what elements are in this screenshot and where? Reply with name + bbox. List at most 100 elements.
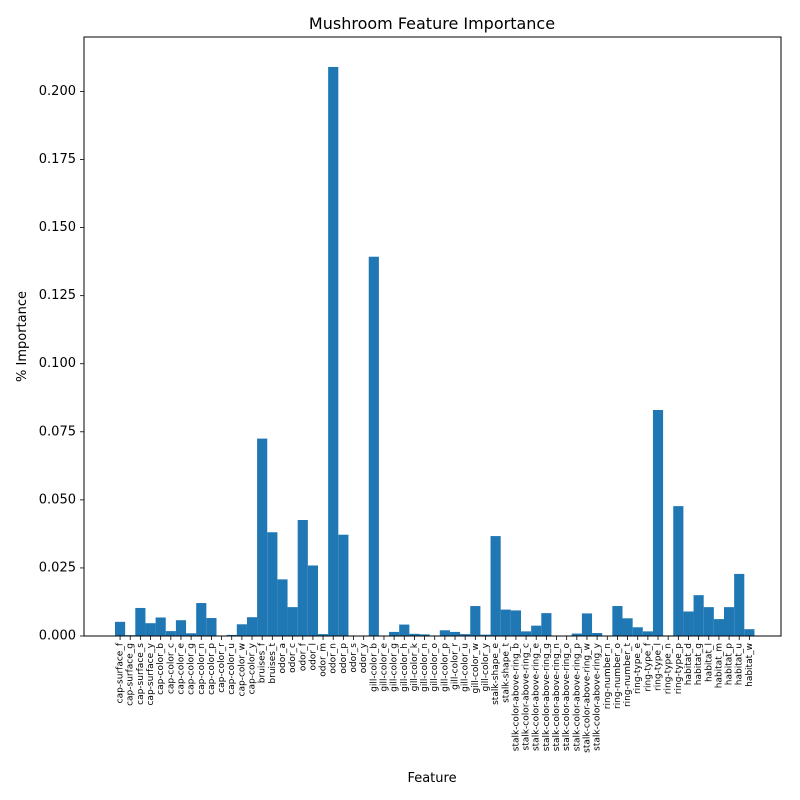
bar — [226, 634, 237, 636]
bar — [165, 631, 176, 636]
bar — [297, 520, 308, 636]
y-tick-label: 0.150 — [39, 220, 76, 235]
x-tick-label: habitat_u — [735, 643, 745, 685]
x-tick-label: stalk-color-above-ring_g — [542, 643, 552, 751]
x-tick-label: gill-color_u — [461, 643, 471, 692]
bar — [632, 627, 643, 636]
bar — [145, 623, 156, 636]
x-tick-label: habitat_g — [694, 643, 704, 685]
x-tick-label: bruises_f — [258, 642, 268, 683]
x-tick-label: ring-type_e — [633, 643, 643, 694]
x-tick-label: stalk-shape_e — [491, 643, 501, 705]
bar — [328, 66, 339, 636]
x-tick-label: cap-color_w — [237, 643, 247, 696]
x-tick-label: habitat_w — [745, 643, 755, 687]
x-tick-label: habitat_m — [714, 643, 724, 688]
bar — [135, 607, 146, 636]
bar — [490, 536, 501, 636]
bar — [612, 606, 623, 636]
bar — [734, 573, 745, 636]
bar — [724, 607, 735, 636]
x-tick-label: cap-color_e — [176, 643, 186, 695]
bar — [277, 579, 288, 636]
x-tick-label: stalk-color-above-ring_p — [572, 643, 582, 751]
x-tick-label: odor_y — [359, 642, 369, 673]
bar — [592, 633, 603, 636]
y-tick-label: 0.025 — [39, 560, 76, 575]
x-tick-label: cap-color_y — [248, 642, 258, 694]
x-tick-label: gill-color_r — [451, 643, 461, 690]
bar — [470, 606, 481, 636]
bar — [673, 506, 684, 636]
x-tick-label: cap-color_p — [207, 643, 217, 695]
x-tick-label: habitat_p — [725, 643, 735, 686]
x-axis-label: Feature — [407, 771, 456, 786]
x-tick-label: odor_s — [349, 643, 359, 673]
x-tick-label: odor_c — [288, 643, 298, 673]
x-tick-label: cap-color_c — [166, 643, 176, 694]
x-tick-label: cap-color_g — [187, 643, 197, 695]
bar — [115, 621, 126, 636]
x-tick-label: gill-color_g — [390, 643, 400, 692]
x-tick-label: gill-color_h — [400, 643, 410, 692]
x-tick-label: gill-color_e — [379, 643, 389, 692]
bar — [318, 634, 329, 636]
y-tick-label: 0.050 — [39, 492, 76, 507]
y-axis-label: % Importance — [15, 291, 30, 382]
bar — [460, 634, 471, 636]
x-tick-label: gill-color_w — [471, 643, 481, 693]
bar — [571, 633, 582, 636]
x-tick-label: cap-color_n — [197, 643, 207, 695]
bar — [246, 617, 258, 636]
x-tick-label: stalk-color-above-ring_y — [593, 642, 603, 750]
x-tick-label: cap-surface_y — [146, 642, 156, 705]
bar — [744, 629, 755, 636]
bar — [683, 611, 694, 636]
bar — [652, 410, 664, 636]
x-tick-label: stalk-color-above-ring_o — [562, 643, 572, 751]
bar — [186, 633, 197, 636]
y-tick-label: 0.000 — [39, 629, 76, 644]
x-tick-label: odor_p — [339, 643, 349, 674]
bar — [338, 534, 349, 636]
x-tick-label: cap-surface_s — [136, 643, 146, 705]
bar — [155, 617, 166, 636]
x-tick-label: cap-color_r — [217, 643, 227, 693]
bar — [206, 618, 217, 636]
bar — [267, 532, 278, 636]
bar — [713, 619, 724, 636]
x-tick-label: cap-surface_f — [116, 642, 126, 703]
x-tick-label: odor_n — [329, 643, 339, 674]
bar — [622, 618, 633, 636]
x-tick-label: ring-type_p — [674, 643, 684, 694]
x-tick-label: ring-number_t — [623, 643, 633, 707]
bar — [693, 595, 704, 636]
x-tick-label: stalk-color-above-ring_n — [552, 643, 562, 751]
bar — [581, 613, 593, 636]
bar — [287, 607, 298, 636]
bar — [439, 630, 450, 636]
x-tick-label: stalk-color-above-ring_c — [522, 643, 532, 750]
chart-title: Mushroom Feature Importance — [309, 14, 555, 33]
x-tick-label: gill-color_b — [369, 643, 379, 692]
x-tick-label: gill-color_k — [410, 642, 420, 691]
bar — [500, 609, 511, 636]
y-tick-label: 0.125 — [39, 288, 76, 303]
x-tick-label: gill-color_y — [481, 642, 491, 691]
x-tick-label: ring-type_n — [664, 643, 674, 694]
x-tick-label: odor_m — [319, 643, 329, 677]
y-tick-label: 0.075 — [39, 424, 76, 439]
x-tick-label: gill-color_o — [430, 643, 440, 692]
x-tick-label: cap-surface_g — [126, 643, 136, 706]
x-tick-label: habitat_d — [684, 643, 694, 685]
x-tick-label: stalk-color-above-ring_e — [532, 643, 542, 751]
bar — [449, 631, 461, 636]
x-tick-label: odor_a — [278, 643, 288, 673]
y-axis: 0.000 0.025 0.050 0.075 0.100 0.125 0.150 0.175… — [39, 84, 84, 644]
y-tick-label: 0.175 — [39, 152, 76, 167]
plot-frame — [83, 36, 782, 637]
bar — [368, 256, 379, 636]
bar — [531, 625, 542, 636]
x-tick-label: stalk-shape_t — [501, 643, 511, 703]
